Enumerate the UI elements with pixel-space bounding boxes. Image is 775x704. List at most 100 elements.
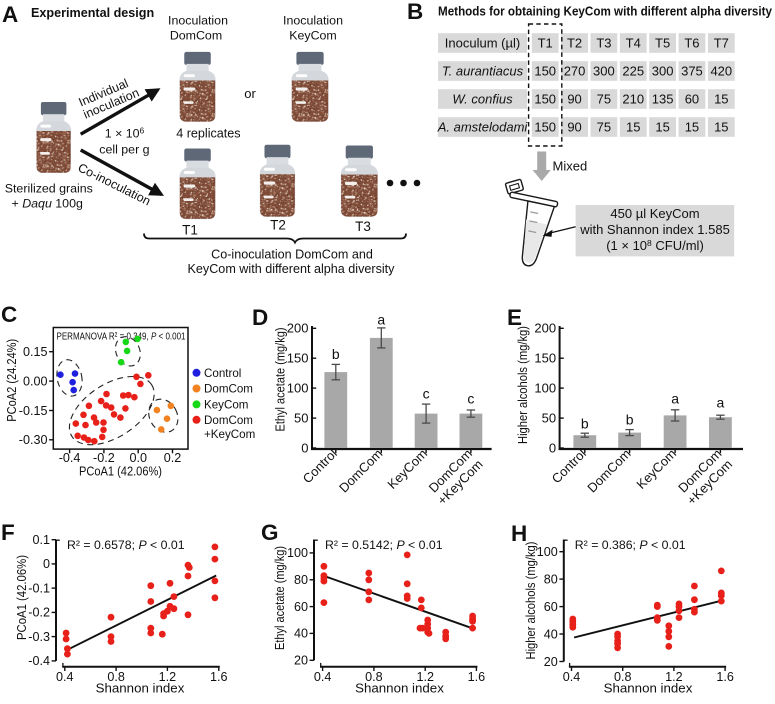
svg-text:75: 75	[597, 119, 611, 134]
svg-text:200: 200	[287, 321, 309, 336]
svg-text:KeyCom: KeyCom	[204, 399, 248, 412]
svg-text:0.2: 0.2	[164, 451, 182, 465]
svg-text:100: 100	[537, 545, 558, 559]
svg-text:H: H	[511, 521, 527, 546]
svg-text:T5: T5	[655, 35, 670, 50]
svg-text:1 × 106: 1 × 106	[105, 126, 145, 141]
svg-text:E: E	[507, 305, 522, 330]
svg-text:-0.1: -0.1	[28, 581, 50, 595]
svg-text:100: 100	[287, 546, 308, 560]
svg-text:200: 200	[534, 321, 556, 336]
svg-text:75: 75	[597, 91, 611, 106]
svg-text:W. confius: W. confius	[452, 91, 513, 106]
svg-text:1.2: 1.2	[159, 670, 177, 684]
svg-text:b: b	[332, 346, 340, 362]
svg-text:15: 15	[655, 119, 669, 134]
svg-text:270: 270	[564, 63, 586, 78]
svg-text:Shannon index: Shannon index	[96, 680, 185, 695]
svg-text:0: 0	[301, 440, 308, 455]
svg-text:+ Daqu 100g: + Daqu 100g	[12, 197, 83, 211]
svg-text:80: 80	[544, 572, 558, 586]
svg-text:Ethyl acetate (mg/kg): Ethyl acetate (mg/kg)	[274, 328, 288, 432]
svg-text:DomCom: DomCom	[170, 29, 222, 43]
svg-text:Sterilized grains: Sterilized grains	[5, 182, 93, 196]
svg-text:PCoA2 (24.24%): PCoA2 (24.24%)	[5, 339, 19, 422]
svg-text:1.2: 1.2	[665, 670, 683, 684]
svg-text:A: A	[2, 2, 18, 27]
svg-text:4 replicates: 4 replicates	[176, 126, 240, 140]
svg-text:cell per g: cell per g	[99, 143, 149, 157]
svg-text:T1: T1	[538, 35, 553, 50]
svg-text:0.8: 0.8	[107, 670, 125, 684]
svg-text:a: a	[717, 395, 725, 411]
svg-text:c: c	[423, 386, 430, 402]
svg-text:T. aurantiacus: T. aurantiacus	[442, 63, 524, 78]
svg-text:1.6: 1.6	[716, 670, 734, 684]
svg-text:Mixed: Mixed	[553, 159, 588, 174]
svg-text:+KeyCom: +KeyCom	[204, 428, 255, 441]
svg-text:T1: T1	[182, 223, 198, 238]
svg-text:DomCom: DomCom	[204, 414, 253, 427]
svg-text:-0.2: -0.2	[28, 606, 50, 620]
svg-text:T3: T3	[355, 219, 371, 234]
svg-text:R² = 0.386; P < 0.01: R² = 0.386; P < 0.01	[575, 538, 686, 552]
svg-text:Shannon index: Shannon index	[355, 680, 444, 695]
svg-text:0.0: 0.0	[129, 451, 147, 465]
svg-text:135: 135	[652, 91, 674, 106]
svg-text:300: 300	[652, 63, 674, 78]
svg-text:Ethyl acetate (mg/kg): Ethyl acetate (mg/kg)	[273, 546, 287, 650]
svg-text:40: 40	[294, 627, 308, 641]
svg-text:T4: T4	[626, 35, 641, 50]
svg-text:60: 60	[294, 600, 308, 614]
svg-text:-0.4: -0.4	[28, 654, 50, 668]
svg-text:100: 100	[287, 381, 309, 396]
svg-text:1.2: 1.2	[416, 670, 434, 684]
svg-text:C: C	[1, 302, 17, 327]
svg-text:or: or	[244, 86, 256, 101]
svg-text:Inoculation: Inoculation	[168, 14, 228, 28]
svg-text:40: 40	[544, 627, 558, 641]
svg-text:50: 50	[542, 411, 556, 426]
svg-text:210: 210	[622, 91, 644, 106]
svg-text:100: 100	[534, 381, 556, 396]
svg-text:-0.30: -0.30	[19, 433, 48, 447]
svg-text:0.4: 0.4	[56, 670, 74, 684]
svg-text:1.6: 1.6	[468, 670, 486, 684]
svg-text:20: 20	[294, 654, 308, 668]
svg-text:c: c	[467, 391, 474, 407]
svg-text:450 µl KeyCom: 450 µl KeyCom	[610, 206, 699, 221]
svg-text:-0.3: -0.3	[28, 630, 50, 644]
svg-text:a: a	[377, 312, 385, 328]
svg-text:0.8: 0.8	[365, 670, 383, 684]
svg-text:G: G	[261, 520, 279, 545]
svg-text:Experimental design: Experimental design	[31, 6, 154, 20]
svg-text:Inoculum (µl): Inoculum (µl)	[445, 35, 520, 50]
svg-text:15: 15	[685, 119, 699, 134]
svg-text:with Shannon index 1.585: with Shannon index 1.585	[579, 222, 730, 237]
svg-text:90: 90	[567, 91, 581, 106]
svg-text:Higher alcohols (mg/kg): Higher alcohols (mg/kg)	[516, 326, 530, 444]
svg-text:0.15: 0.15	[23, 345, 48, 359]
svg-text:Higher alcohols (mg/kg): Higher alcohols (mg/kg)	[524, 542, 538, 660]
svg-text:(1 × 108 CFU/ml): (1 × 108 CFU/ml)	[606, 238, 704, 253]
svg-text:80: 80	[294, 573, 308, 587]
svg-text:0.4: 0.4	[563, 670, 581, 684]
svg-text:-0.15: -0.15	[19, 404, 48, 418]
svg-text:T6: T6	[684, 35, 699, 50]
svg-text:b: b	[626, 412, 634, 428]
svg-text:150: 150	[534, 351, 556, 366]
svg-text:A. amstelodami: A. amstelodami	[437, 119, 529, 134]
svg-text:KeyCom: KeyCom	[289, 29, 337, 43]
svg-text:-0.4: -0.4	[59, 451, 81, 465]
svg-text:0.00: 0.00	[23, 374, 48, 388]
svg-text:0.4: 0.4	[314, 670, 332, 684]
svg-text:0: 0	[549, 440, 556, 455]
svg-text:b: b	[581, 416, 589, 432]
svg-text:90: 90	[567, 119, 581, 134]
svg-text:0.8: 0.8	[614, 670, 632, 684]
svg-text:15: 15	[714, 91, 728, 106]
svg-text:-0.2: -0.2	[93, 451, 115, 465]
svg-text:60: 60	[685, 91, 699, 106]
svg-text:DomCom: DomCom	[204, 383, 253, 396]
svg-text:Control: Control	[204, 367, 241, 380]
